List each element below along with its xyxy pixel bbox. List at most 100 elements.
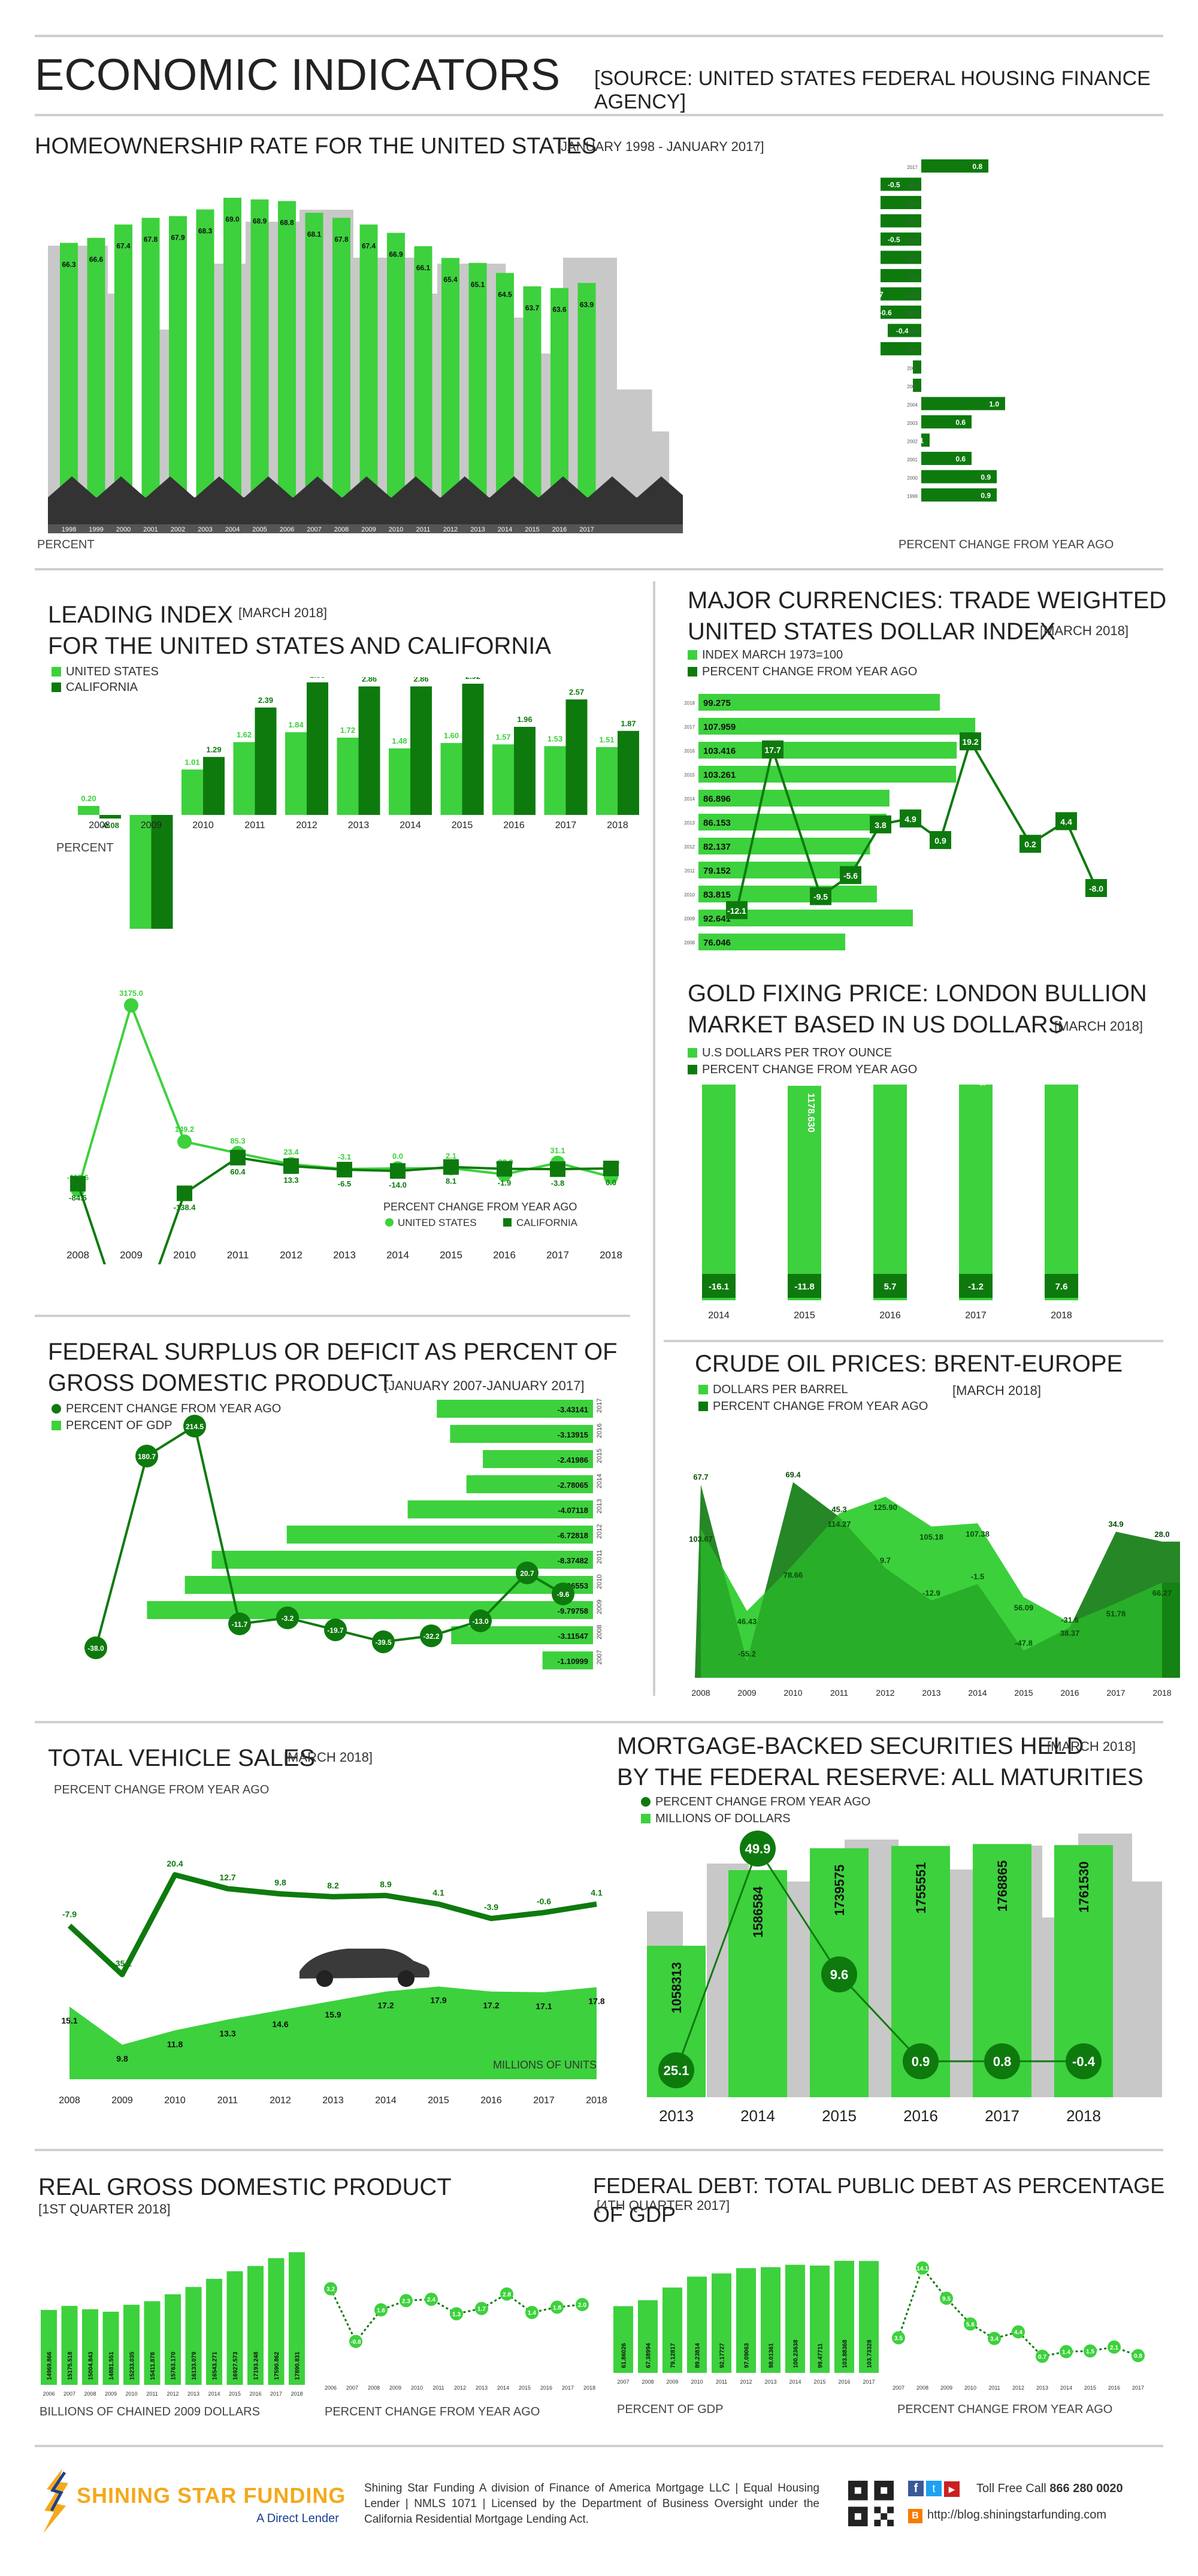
data-point xyxy=(525,2306,539,2320)
twitter-icon[interactable]: t xyxy=(926,2481,942,2496)
data-point xyxy=(276,1606,299,1629)
data-label: 14881.551 xyxy=(108,2351,115,2380)
data-label: 8.2 xyxy=(327,1880,339,1890)
tick-label: 2016 xyxy=(903,2107,938,2125)
tick-label: 2011 xyxy=(830,1688,848,1698)
blog-link[interactable]: http://blog.shiningstarfunding.com xyxy=(927,2508,1107,2521)
bar xyxy=(255,707,277,815)
tick-label: 2014 xyxy=(498,526,512,533)
tick-label: 2014 xyxy=(907,220,918,225)
tick-label: 2009 xyxy=(907,311,918,316)
facebook-icon[interactable]: f xyxy=(908,2481,924,2496)
tick-label: 2015 xyxy=(822,2107,857,2125)
data-label: 3.4 xyxy=(990,2336,999,2343)
data-label: 1.6 xyxy=(377,2308,385,2314)
house-roof xyxy=(343,476,391,497)
data-label: -1.5 xyxy=(971,1572,984,1581)
bar xyxy=(698,838,870,854)
tick-label: 2014 xyxy=(789,2379,801,2385)
tick-label: 2010 xyxy=(596,1575,603,1589)
data-label: 78.66 xyxy=(783,1571,803,1580)
bar xyxy=(483,1450,593,1468)
data-label: 100.23638 xyxy=(793,2339,800,2368)
tick-label: 2017 xyxy=(985,2107,1019,2125)
data-label: -1.9 xyxy=(498,1179,511,1188)
data-label: 20.4 xyxy=(167,1859,183,1868)
data-point xyxy=(576,2298,589,2311)
data-label: 0.8 xyxy=(1134,2353,1142,2360)
data-label: 1.51 xyxy=(599,735,614,744)
data-label: 92.641 xyxy=(703,914,731,924)
bar xyxy=(268,2258,285,2385)
tick-label: 2009 xyxy=(105,2391,117,2397)
crude-oil-chart: 103.67 46.43 78.66 114.27 125.90 105.18 107.38… xyxy=(689,1470,1180,1698)
vehicle-sales-chart: 15.1 9.8 11.8 13.3 14.6 15.9 17.2 17.9 17.2 17.1 1… xyxy=(59,1859,607,2106)
data-label: -3.2 xyxy=(282,1614,294,1623)
data-label: -3.43141 xyxy=(558,1405,588,1414)
currencies-legend-change: PERCENT CHANGE FROM YEAR AGO xyxy=(688,665,917,679)
data-point xyxy=(283,1158,299,1174)
data-label: 2.0 xyxy=(578,2302,586,2309)
data-label: 9.7 xyxy=(880,1556,891,1565)
data-label: 180.7 xyxy=(138,1452,156,1461)
tick-label: 2006 xyxy=(43,2391,55,2397)
bar xyxy=(289,2252,305,2385)
change-marker xyxy=(788,1274,821,1298)
tick-label: 2017 xyxy=(270,2391,282,2397)
data-label: 0.7 xyxy=(1038,2354,1046,2360)
data-point xyxy=(469,1609,492,1632)
data-point xyxy=(372,1630,395,1653)
data-label: 1739575 xyxy=(832,1865,847,1916)
data-label: 92.17727 xyxy=(719,2343,726,2368)
change-marker xyxy=(873,1274,907,1298)
tick-label: 2010 xyxy=(783,1688,802,1698)
bar xyxy=(226,2271,243,2385)
gold-legend-change: PERCENT CHANGE FROM YEAR AGO xyxy=(688,1063,917,1077)
bar xyxy=(613,2306,633,2373)
tick-label: 1998 xyxy=(62,526,76,533)
youtube-icon[interactable]: ▶ xyxy=(944,2481,960,2497)
leading-title-1: LEADING INDEX xyxy=(48,602,233,628)
bar xyxy=(332,218,350,515)
tick-label: 2013 xyxy=(764,2379,776,2385)
data-label: 28.0 xyxy=(1154,1530,1169,1539)
bar xyxy=(247,2266,264,2385)
data-label: -9.5 xyxy=(813,892,828,902)
debt-unit-left: PERCENT OF GDP xyxy=(617,2403,724,2416)
data-label: 63.6 xyxy=(552,306,567,314)
data-point xyxy=(70,1176,86,1192)
data-label: 68.8 xyxy=(280,219,294,227)
phone-number[interactable]: 866 280 0020 xyxy=(1049,2482,1123,2495)
data-label: 1586584 xyxy=(751,1886,766,1937)
change-marker xyxy=(1045,1274,1078,1298)
bar xyxy=(99,815,121,819)
tick-label: 2009 xyxy=(737,1688,756,1698)
data-point xyxy=(475,2302,488,2315)
data-label: 67.9 xyxy=(171,234,185,242)
tick-label: 2010 xyxy=(164,2095,186,2106)
data-label: 13.3 xyxy=(219,2028,235,2038)
data-label: 17.7 xyxy=(764,745,780,755)
data-label: 0.8 xyxy=(993,2054,1012,2069)
tick-label: 2015 xyxy=(428,2095,449,2106)
tick-label: 2011 xyxy=(988,2385,1000,2391)
data-label: -3.8 xyxy=(551,1179,564,1188)
tick-label: 2017 xyxy=(555,820,577,831)
data-label: 68.3 xyxy=(198,227,213,235)
data-point xyxy=(324,1618,347,1641)
data-label: -8.0 xyxy=(1089,884,1103,893)
bar xyxy=(359,224,378,515)
tick-label: 2018 xyxy=(1066,2107,1101,2125)
data-label: 76.046 xyxy=(703,938,731,948)
data-label: 20.7 xyxy=(520,1569,534,1578)
bar xyxy=(698,862,858,878)
qr-code-icon[interactable] xyxy=(848,2481,894,2526)
data-label: -0.4 xyxy=(896,327,909,336)
tick-label: 2011 xyxy=(146,2391,158,2397)
data-label: -4.07118 xyxy=(558,1506,588,1515)
data-label: -84.5 xyxy=(69,1193,87,1202)
debt-title: FEDERAL DEBT: TOTAL PUBLIC DEBT AS PERCE… xyxy=(593,2173,1165,2227)
data-label: 2.86 xyxy=(362,677,377,684)
house-roof xyxy=(392,476,440,497)
tick-label: 2018 xyxy=(1051,1310,1072,1321)
